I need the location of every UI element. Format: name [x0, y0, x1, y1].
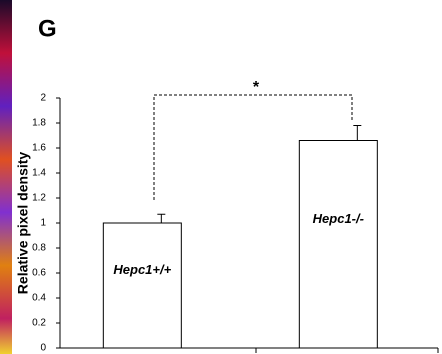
panel-label: G — [38, 15, 57, 42]
y-tick-label: 0.6 — [32, 268, 46, 279]
y-tick-label: 0.2 — [32, 318, 46, 329]
y-tick-label: 0 — [40, 343, 46, 354]
category-label: Hepc1-/- — [313, 211, 364, 226]
y-tick-label: 0.4 — [32, 293, 46, 304]
y-tick-label: 1 — [40, 218, 46, 229]
y-tick-label: 1.8 — [32, 118, 46, 129]
bar — [103, 223, 181, 348]
y-tick-label: 1.6 — [32, 143, 46, 154]
y-tick-label: 1.4 — [32, 168, 46, 179]
y-tick-label: 0.8 — [32, 243, 46, 254]
category-label: Hepc1+/+ — [113, 262, 171, 277]
y-tick-label: 1.2 — [32, 193, 46, 204]
y-axis-label: Relative pixel density — [15, 152, 31, 295]
significance-annotation: * — [253, 79, 260, 96]
y-tick-label: 2 — [40, 93, 46, 104]
bar — [299, 141, 377, 349]
neighbor-image-strip — [0, 0, 12, 354]
chart: G Relative pixel density * 0 0.2 0.4 0.6 0.8… — [0, 0, 442, 354]
